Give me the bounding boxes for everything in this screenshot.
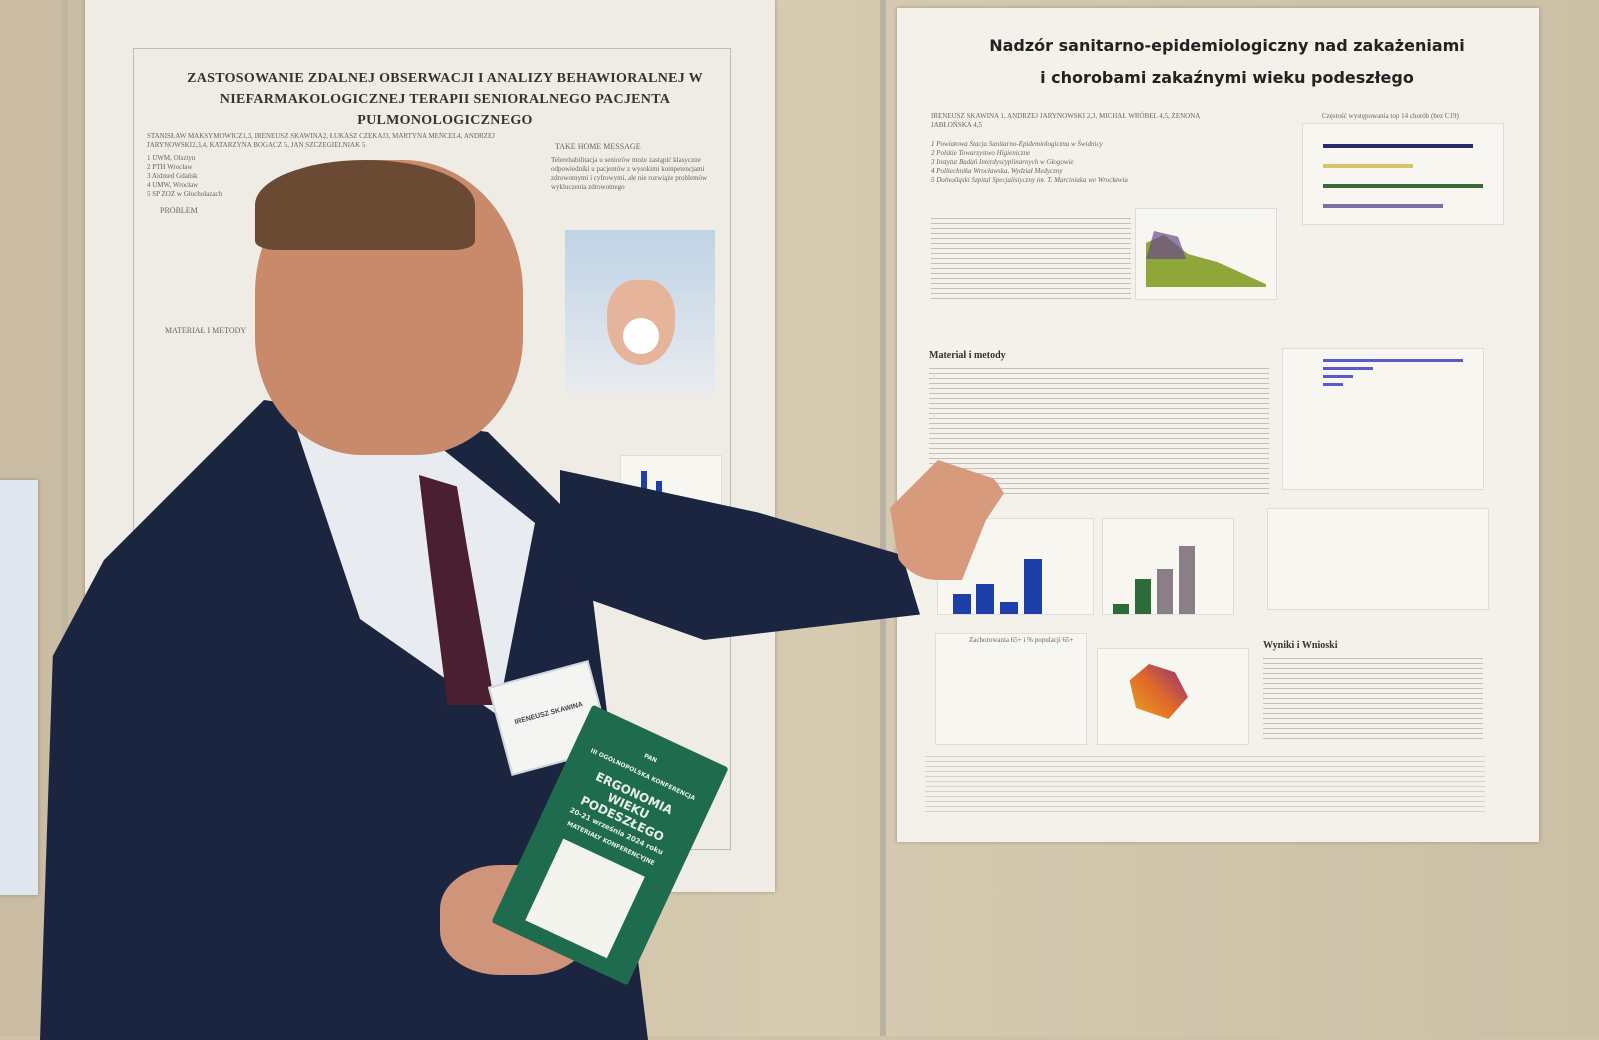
affiliation: 5 Dolnośląski Szpital Specjalistyczny im… (931, 176, 1128, 184)
methods-heading: Materiał i metody (929, 350, 1006, 361)
affiliation: 2 PTH Wrocław (147, 163, 193, 171)
poster-title: Nadzór sanitarno-epidemiologiczny nad za… (957, 30, 1497, 94)
poster-title: ZASTOSOWANIE ZDALNEJ OBSERWACJI I ANALIZ… (187, 71, 703, 128)
hands-candle-image (565, 230, 715, 395)
choropleth-map (1097, 648, 1249, 745)
line-chart (935, 633, 1087, 745)
poster-authors: IRENEUSZ SKAWINA 1, ANDRZEJ JARYNOWSKI 2… (931, 112, 1200, 129)
person-hair (255, 160, 475, 250)
affiliation: 1 UWM, Olsztyn (147, 154, 196, 162)
problem-heading: PROBLEM (160, 206, 198, 215)
take-home-heading: TAKE HOME MESSAGE (555, 142, 641, 151)
stand-pole (62, 0, 68, 1036)
line-chart (1267, 508, 1489, 610)
chart-title: Częstość występowania top 14 chorób (bez… (1322, 112, 1459, 120)
affiliation: 5 SP ZOZ w Głuchołazach (147, 190, 223, 198)
affiliation: 1 Powiatowa Stacja Sanitarno-Epidemiolog… (931, 140, 1103, 148)
ranked-bar-chart (1282, 348, 1484, 490)
affiliation: 2 Polskie Towarzystwo Higieniczne (931, 149, 1031, 157)
affiliation: 3 Aidmed Gdańsk (147, 172, 198, 180)
affiliation: 4 Politechnika Wrocławska, Wydział Medyc… (931, 167, 1063, 175)
affiliations: 1 UWM, Olsztyn 2 PTH Wrocław 3 Aidmed Gd… (147, 154, 222, 199)
adjacent-poster-edge (0, 480, 38, 895)
intro-text (931, 218, 1131, 303)
chart-title: Zachorowania 65+ i % populacji 65+ (969, 636, 1074, 644)
affiliations: 1 Powiatowa Stacja Sanitarno-Epidemiolog… (931, 140, 1128, 185)
right-poster: Nadzór sanitarno-epidemiologiczny nad za… (897, 8, 1539, 842)
poster-authors: STANISŁAW MAKSYMOWICZ1,3, IRENEUSZ SKAWI… (147, 132, 495, 149)
affiliation: 4 UMW, Wrocław (147, 181, 199, 189)
results-text (1263, 658, 1483, 743)
horizontal-bar-chart (1302, 123, 1504, 225)
title-line: Nadzór sanitarno-epidemiologiczny nad za… (989, 36, 1465, 55)
title-line: i chorobami zakaźnymi wieku podeszłego (1040, 68, 1414, 87)
references-text (925, 756, 1485, 816)
green-bar-chart (1102, 518, 1234, 615)
stand-pole (880, 0, 886, 1036)
take-home-text: Telerehabilitacja u seniorów może zastąp… (551, 156, 708, 191)
results-heading: Wyniki i Wnioski (1263, 640, 1338, 651)
affiliation: 3 Instytut Badań Interdyscyplinarnych w … (931, 158, 1074, 166)
methods-heading: MATERIAŁ I METODY (165, 326, 247, 335)
area-chart (1135, 208, 1277, 300)
